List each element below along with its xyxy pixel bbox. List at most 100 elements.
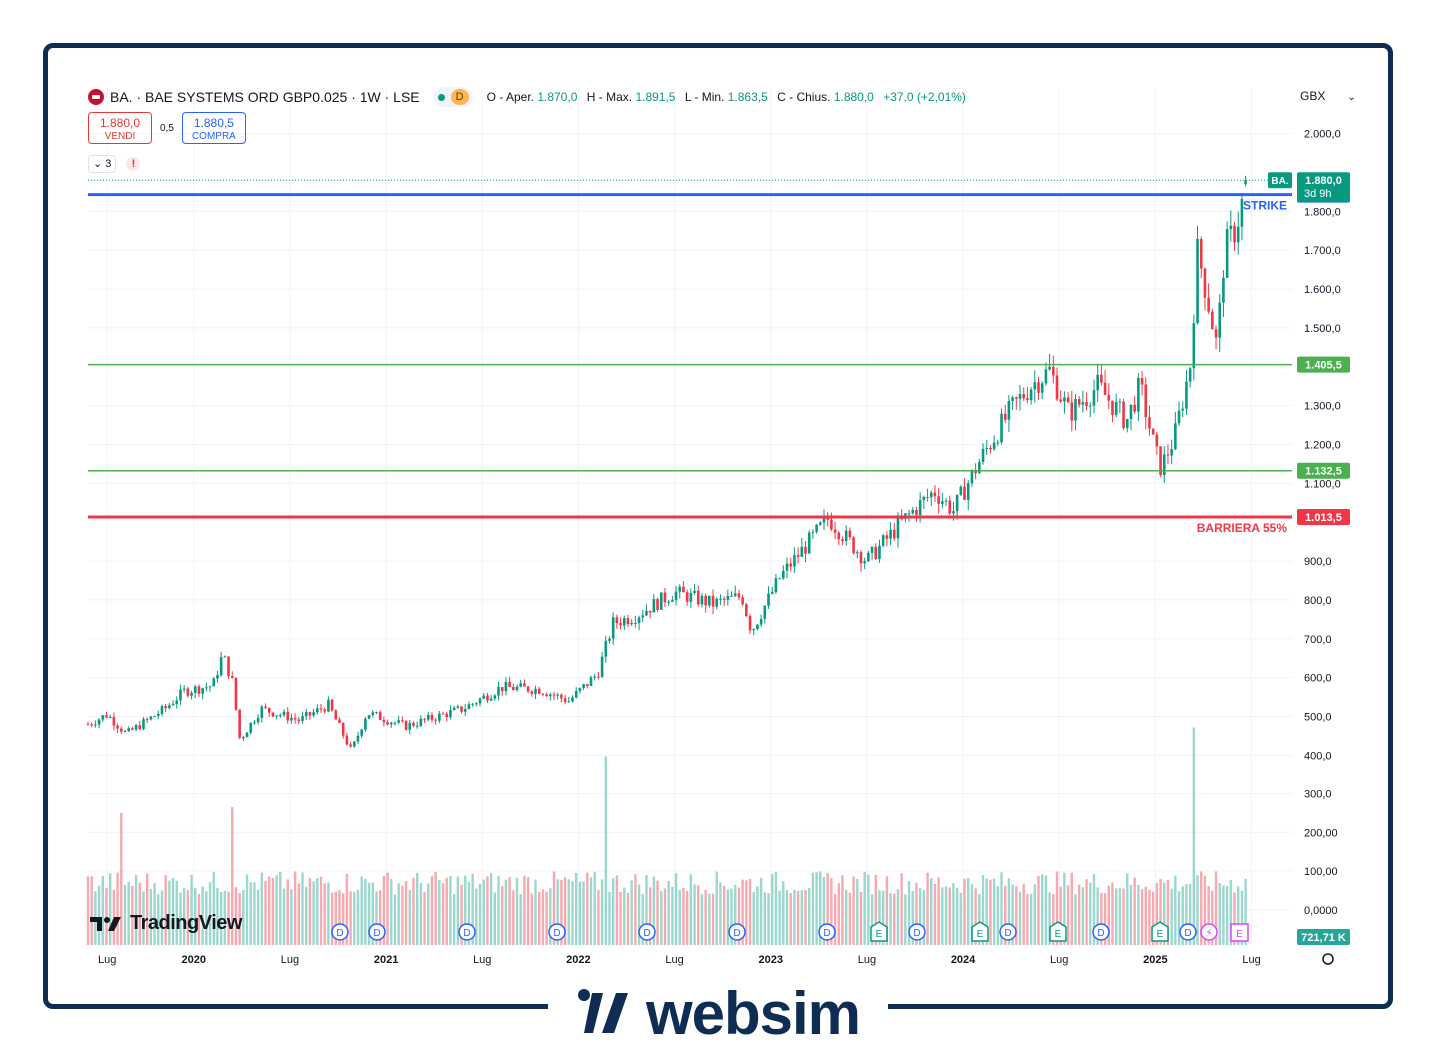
dividend-marker-icon bbox=[458, 923, 476, 941]
volume-bar bbox=[689, 874, 693, 945]
x-tick-label: 2025 bbox=[1143, 954, 1167, 966]
volume-bar bbox=[667, 881, 670, 945]
dividend-marker-icon bbox=[548, 923, 566, 941]
candle-body bbox=[397, 720, 400, 723]
candle-body bbox=[874, 546, 878, 559]
candle-body bbox=[1225, 229, 1229, 278]
volume-bar bbox=[552, 871, 556, 945]
volume-bar bbox=[833, 893, 837, 945]
candle-body bbox=[1151, 428, 1155, 435]
volume-bar bbox=[378, 890, 382, 945]
volume-bar bbox=[663, 888, 667, 945]
volume-bar bbox=[996, 886, 1000, 945]
x-tick-label: 2022 bbox=[566, 954, 590, 966]
ohlc-readout: O - Aper. 1.870,0 H - Max. 1.891,5 L - M… bbox=[487, 90, 972, 104]
indicators-count[interactable]: ⌄ 3 bbox=[88, 155, 117, 173]
market-status-pill[interactable]: D bbox=[433, 87, 473, 107]
volume-bar bbox=[489, 873, 493, 945]
volume-bar bbox=[1137, 884, 1140, 945]
volume-bar bbox=[1200, 871, 1203, 945]
candle-body bbox=[127, 728, 130, 731]
candle-body bbox=[341, 723, 345, 736]
websim-logo: websim bbox=[548, 978, 888, 1048]
candle-body bbox=[656, 599, 659, 610]
volume-bar bbox=[1174, 875, 1177, 945]
volume-bar bbox=[138, 882, 141, 945]
volume-bar bbox=[767, 893, 770, 945]
y-tick-label: 1.800,0 bbox=[1304, 206, 1341, 218]
volume-bar bbox=[401, 885, 404, 945]
y-tick-label: 400,0 bbox=[1304, 750, 1332, 762]
sell-button[interactable]: 1.880,0 VENDI bbox=[88, 112, 152, 144]
dividend-marker-text: D bbox=[373, 928, 380, 939]
candle-body bbox=[537, 688, 541, 694]
candle-body bbox=[253, 722, 256, 724]
candle-body bbox=[593, 676, 596, 678]
open-label: O - Aper. bbox=[486, 90, 535, 104]
volume-bar bbox=[1144, 886, 1147, 945]
candle-body bbox=[1192, 323, 1196, 369]
candle-body bbox=[234, 677, 238, 710]
volume-bar bbox=[819, 871, 822, 945]
y-tick-label: 1.200,0 bbox=[1304, 439, 1341, 451]
candle-body bbox=[415, 725, 419, 727]
candle-body bbox=[97, 719, 101, 725]
candle-body bbox=[752, 629, 756, 631]
volume-bar bbox=[1063, 872, 1066, 945]
candle-body bbox=[408, 722, 412, 730]
candle-body bbox=[974, 470, 977, 474]
candle-body bbox=[1000, 413, 1003, 443]
dividend-marker-text: D bbox=[913, 928, 920, 939]
candle-body bbox=[386, 722, 389, 725]
volume-bar bbox=[848, 892, 852, 945]
volume-bar bbox=[697, 885, 700, 945]
candle-body bbox=[985, 447, 989, 449]
candle-body bbox=[952, 511, 955, 514]
settings-gear-icon bbox=[1322, 953, 1334, 965]
volume-bar bbox=[216, 887, 219, 945]
volume-bar bbox=[560, 880, 563, 945]
volume-bar bbox=[952, 883, 955, 945]
candle-body bbox=[896, 518, 900, 539]
candle-body bbox=[604, 640, 608, 657]
candle-body bbox=[1111, 400, 1114, 415]
buy-button[interactable]: 1.880,5 COMPRA bbox=[181, 112, 246, 144]
candle-body bbox=[818, 522, 822, 525]
volume-bar bbox=[652, 876, 656, 945]
volume-bar bbox=[863, 871, 866, 945]
symbol-title[interactable]: BA. · BAE SYSTEMS ORD GBP0.025 · 1W · LS… bbox=[110, 89, 420, 105]
candle-body bbox=[837, 532, 841, 540]
candle-body bbox=[833, 529, 837, 533]
currency-select[interactable]: GBX ⌄ bbox=[1300, 89, 1356, 103]
candle-body bbox=[345, 735, 349, 745]
candle-body bbox=[782, 570, 785, 579]
volume-bar bbox=[127, 881, 130, 945]
volume-bar bbox=[223, 890, 227, 945]
candle-body bbox=[471, 703, 474, 705]
candle-body bbox=[523, 683, 526, 687]
dividend-marker-text: D bbox=[643, 928, 650, 939]
volume-bar bbox=[286, 879, 289, 945]
dividend-marker-icon bbox=[999, 923, 1017, 941]
volume-bar bbox=[567, 879, 570, 945]
candle-body bbox=[430, 714, 434, 720]
volume-bar bbox=[430, 876, 434, 945]
candle-body bbox=[123, 730, 127, 732]
spread-value: 0,5 bbox=[160, 122, 174, 134]
indicators-toggle[interactable]: ⌄ 3 ! bbox=[88, 155, 141, 173]
volume-bar bbox=[937, 877, 940, 945]
volume-bar bbox=[678, 889, 681, 945]
volume-bar bbox=[574, 872, 578, 945]
volume-bar bbox=[153, 883, 156, 945]
volume-bar bbox=[441, 883, 445, 945]
volume-bar bbox=[985, 878, 988, 945]
volume-bar bbox=[301, 872, 304, 945]
warning-icon[interactable]: ! bbox=[126, 157, 141, 171]
candle-body bbox=[959, 486, 963, 495]
volume-bar bbox=[1048, 892, 1051, 945]
candle-body bbox=[992, 442, 996, 450]
candle-body bbox=[1011, 397, 1014, 401]
volume-bar bbox=[238, 893, 241, 945]
earnings-marker-icon bbox=[971, 921, 989, 942]
